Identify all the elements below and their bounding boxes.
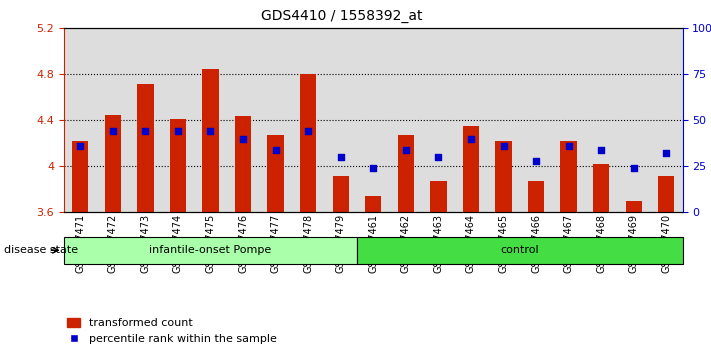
Point bbox=[205, 129, 216, 134]
Bar bbox=[365, 196, 381, 212]
Point bbox=[172, 129, 183, 134]
Bar bbox=[463, 126, 479, 212]
Text: infantile-onset Pompe: infantile-onset Pompe bbox=[149, 245, 272, 256]
Bar bbox=[203, 69, 218, 212]
Point bbox=[368, 165, 379, 171]
Point bbox=[237, 136, 249, 142]
Bar bbox=[430, 181, 447, 212]
FancyBboxPatch shape bbox=[357, 237, 683, 264]
Point bbox=[530, 158, 542, 164]
Point bbox=[335, 154, 346, 160]
Point bbox=[661, 151, 672, 156]
Bar bbox=[626, 201, 642, 212]
Point bbox=[270, 147, 282, 153]
Point bbox=[75, 143, 86, 149]
Point bbox=[628, 165, 639, 171]
Bar bbox=[397, 135, 414, 212]
Point bbox=[107, 129, 119, 134]
Point bbox=[563, 143, 574, 149]
Bar bbox=[300, 74, 316, 212]
Bar bbox=[137, 84, 154, 212]
Bar bbox=[593, 164, 609, 212]
Bar bbox=[105, 115, 121, 212]
Bar bbox=[496, 141, 512, 212]
Bar bbox=[560, 141, 577, 212]
Point bbox=[302, 129, 314, 134]
Text: disease state: disease state bbox=[4, 245, 77, 255]
Legend: transformed count, percentile rank within the sample: transformed count, percentile rank withi… bbox=[63, 313, 282, 348]
Bar bbox=[528, 181, 544, 212]
Bar bbox=[267, 135, 284, 212]
Point bbox=[433, 154, 444, 160]
Point bbox=[498, 143, 509, 149]
Bar bbox=[658, 176, 675, 212]
Text: GDS4410 / 1558392_at: GDS4410 / 1558392_at bbox=[260, 9, 422, 23]
Bar bbox=[333, 176, 349, 212]
Bar bbox=[72, 141, 88, 212]
Point bbox=[400, 147, 412, 153]
Point bbox=[596, 147, 607, 153]
Bar bbox=[235, 116, 251, 212]
FancyBboxPatch shape bbox=[64, 237, 357, 264]
Text: control: control bbox=[501, 245, 539, 256]
Point bbox=[139, 129, 151, 134]
Point bbox=[465, 136, 476, 142]
Bar bbox=[170, 119, 186, 212]
